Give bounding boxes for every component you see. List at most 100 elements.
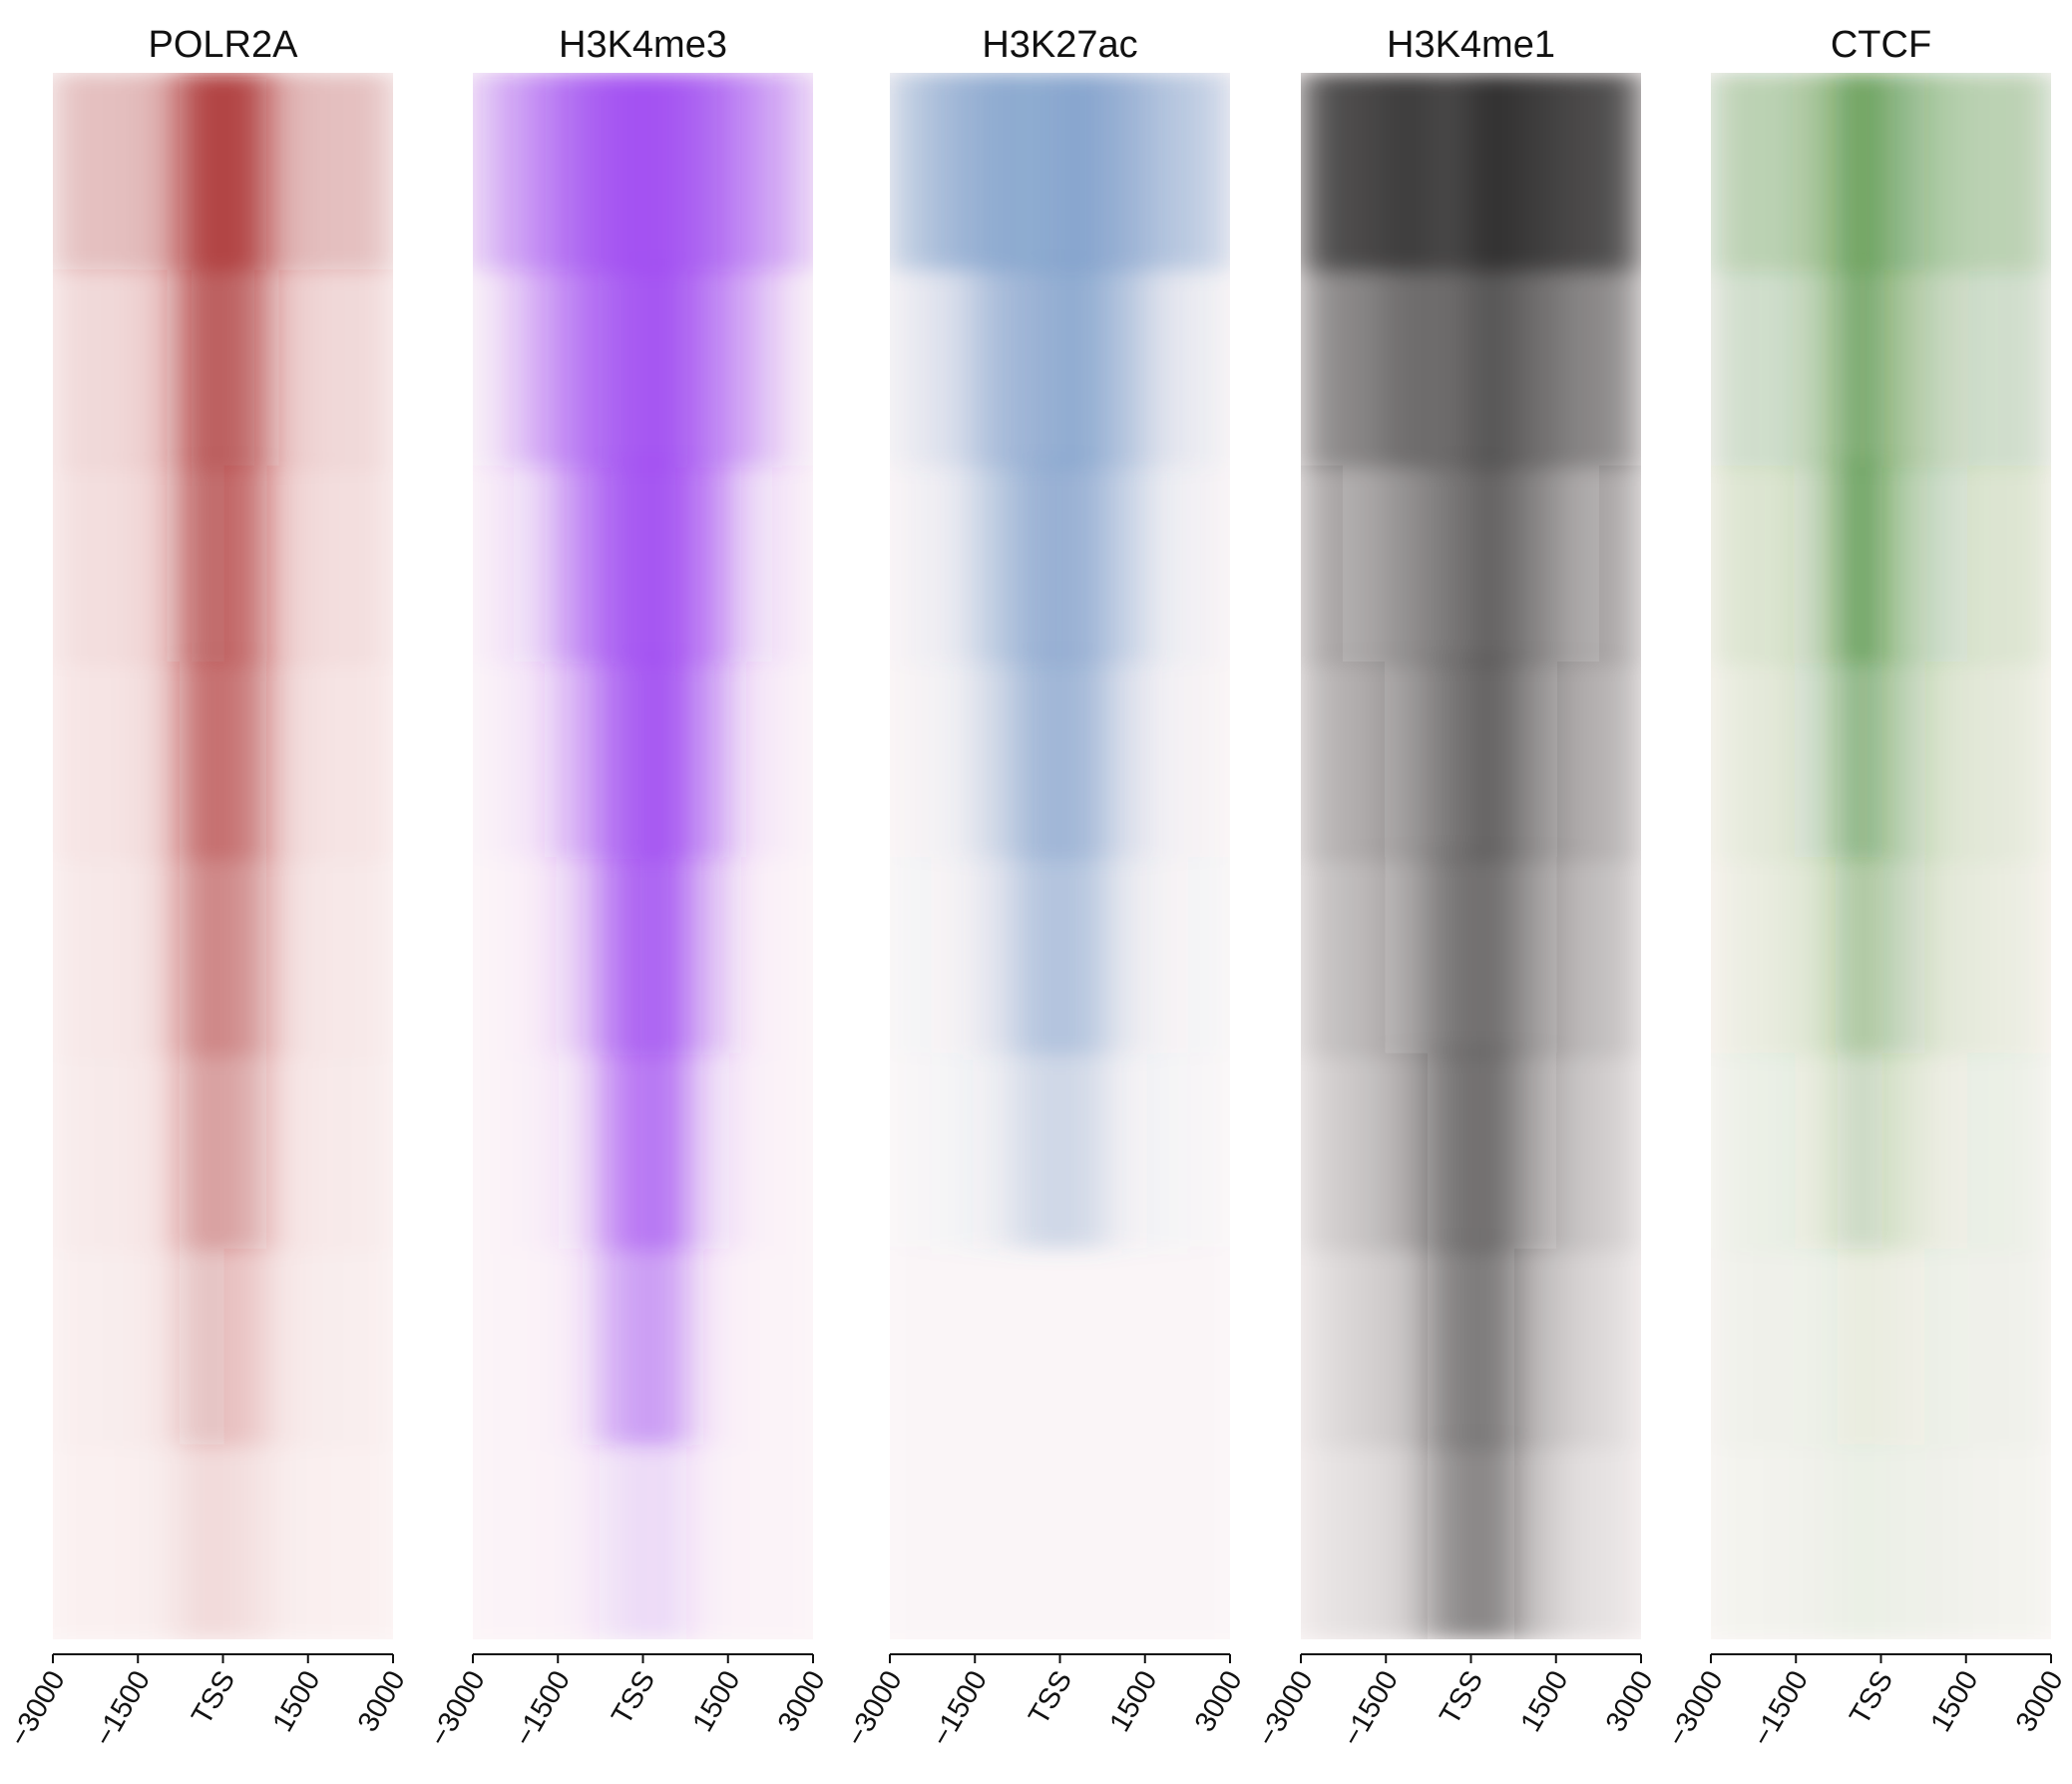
heatmap-cell [974, 73, 1019, 270]
heatmap-cell [137, 463, 182, 662]
heatmap-cell [1711, 659, 1755, 857]
heatmap-cell [1922, 73, 1967, 270]
heatmap-cell [1342, 1442, 1388, 1639]
heatmap-cell [306, 659, 352, 857]
heatmap-cell [264, 855, 309, 1054]
heatmap-cell [1469, 1051, 1515, 1249]
heatmap-cell [221, 1442, 267, 1639]
heatmap-cell [1016, 855, 1061, 1054]
heatmap-cell [1342, 267, 1388, 466]
heatmap-cell [641, 73, 687, 270]
heatmap-cell [1144, 1443, 1189, 1640]
heatmap-cell [1879, 659, 1925, 857]
heatmap-cell [472, 660, 517, 857]
heatmap-cell [890, 267, 934, 466]
heatmap-cell [1469, 73, 1515, 270]
heatmap-cell [349, 267, 393, 466]
heatmap-cell [1795, 1442, 1840, 1639]
heatmap-cell [932, 1247, 977, 1445]
heatmap-cell [1554, 463, 1600, 662]
heatmap-cell [1016, 463, 1061, 662]
heatmap-cell [95, 1443, 140, 1640]
heatmap-cell [1469, 1246, 1515, 1445]
heatmap-cell [557, 1443, 602, 1640]
cell-group [472, 73, 814, 1640]
heatmap-cell [264, 463, 309, 662]
cells [889, 73, 1230, 1640]
heatmap-cell [1922, 267, 1967, 466]
heatmap-cell [515, 1051, 560, 1248]
x-tick-label: −3000 [1661, 1665, 1729, 1752]
heatmap-cell [1512, 1051, 1557, 1249]
heatmap-cell [769, 1443, 814, 1640]
heatmap-cell [1058, 463, 1104, 662]
heatmap-cell [137, 1246, 182, 1445]
heatmap-cell [1143, 659, 1189, 857]
heatmap-cell [1837, 1246, 1882, 1445]
heatmap-cell [1101, 1443, 1146, 1640]
heatmap-cell [1144, 1247, 1189, 1445]
heatmap-panel: H3K4me1 −3000 −1500 TSS 1500 3000 [1251, 24, 1659, 1752]
x-tick-label: 1500 [1924, 1665, 1984, 1737]
heatmap-cell [1469, 267, 1515, 466]
heatmap-cell [2007, 463, 2051, 662]
heatmap-cell [726, 855, 772, 1054]
heatmap-cell [889, 1247, 934, 1445]
heatmap-cell [179, 1051, 224, 1249]
heatmap-cell [1879, 1442, 1925, 1639]
heatmap-cell [769, 855, 814, 1053]
heatmap-cell [1752, 1051, 1798, 1249]
heatmap-cell [179, 1246, 224, 1445]
heatmap-cell [557, 1246, 602, 1445]
heatmap-cell [974, 1443, 1019, 1640]
heatmap-cell [1795, 73, 1840, 270]
heatmap-cell [53, 1246, 97, 1445]
heatmap-cell [726, 463, 772, 662]
heatmap-cell [1554, 855, 1600, 1054]
heatmap-cell [1469, 463, 1515, 662]
panel-title: POLR2A [149, 24, 299, 66]
heatmap-cell [1385, 1246, 1430, 1445]
heatmap-cell [264, 1442, 309, 1639]
heatmap-cell [1058, 267, 1104, 466]
heatmap-cell [932, 1443, 977, 1640]
x-tick-label: −1500 [1747, 1665, 1815, 1752]
heatmap-cell [53, 855, 97, 1054]
heatmap-cell [1597, 1246, 1641, 1445]
heatmap-cell [1964, 659, 2010, 857]
heatmap-cell [1879, 1246, 1925, 1445]
heatmap-cell [221, 855, 267, 1054]
heatmap-cell [1711, 1246, 1755, 1445]
heatmap-cell [349, 1443, 394, 1640]
heatmap-cell [1385, 267, 1430, 466]
heatmap-cell [1837, 73, 1882, 270]
heatmap-cell [1342, 1051, 1388, 1249]
heatmap-cell [349, 1051, 393, 1249]
heatmap-cell [1795, 855, 1840, 1054]
heatmap-cell [221, 659, 267, 857]
heatmap-cell [931, 855, 977, 1054]
heatmap-cell [1301, 855, 1345, 1054]
heatmap-cell [727, 1051, 772, 1248]
heatmap-cell [684, 1443, 729, 1640]
heatmap-cell [472, 1247, 517, 1445]
heatmap-cell [1554, 1246, 1600, 1445]
heatmap-cell [1597, 267, 1641, 466]
heatmap-cell [53, 1051, 97, 1249]
heatmap-cell [684, 1246, 729, 1445]
heatmap-cell [931, 463, 977, 662]
heatmap-cell [1101, 463, 1146, 662]
heatmap-cell [1597, 1051, 1641, 1249]
heatmap-cell [599, 659, 644, 857]
x-tick-label: 3000 [772, 1665, 832, 1737]
heatmap-cell [889, 1443, 934, 1640]
heatmap-cell [473, 73, 517, 270]
x-tick-label: 1500 [1103, 1665, 1163, 1737]
heatmap-cell [94, 267, 140, 466]
heatmap-cell [1186, 267, 1230, 466]
heatmap-cell [221, 463, 267, 662]
heatmap-cell [1427, 1246, 1472, 1445]
heatmap-cell [137, 659, 182, 857]
heatmap-cell [1922, 659, 1967, 857]
